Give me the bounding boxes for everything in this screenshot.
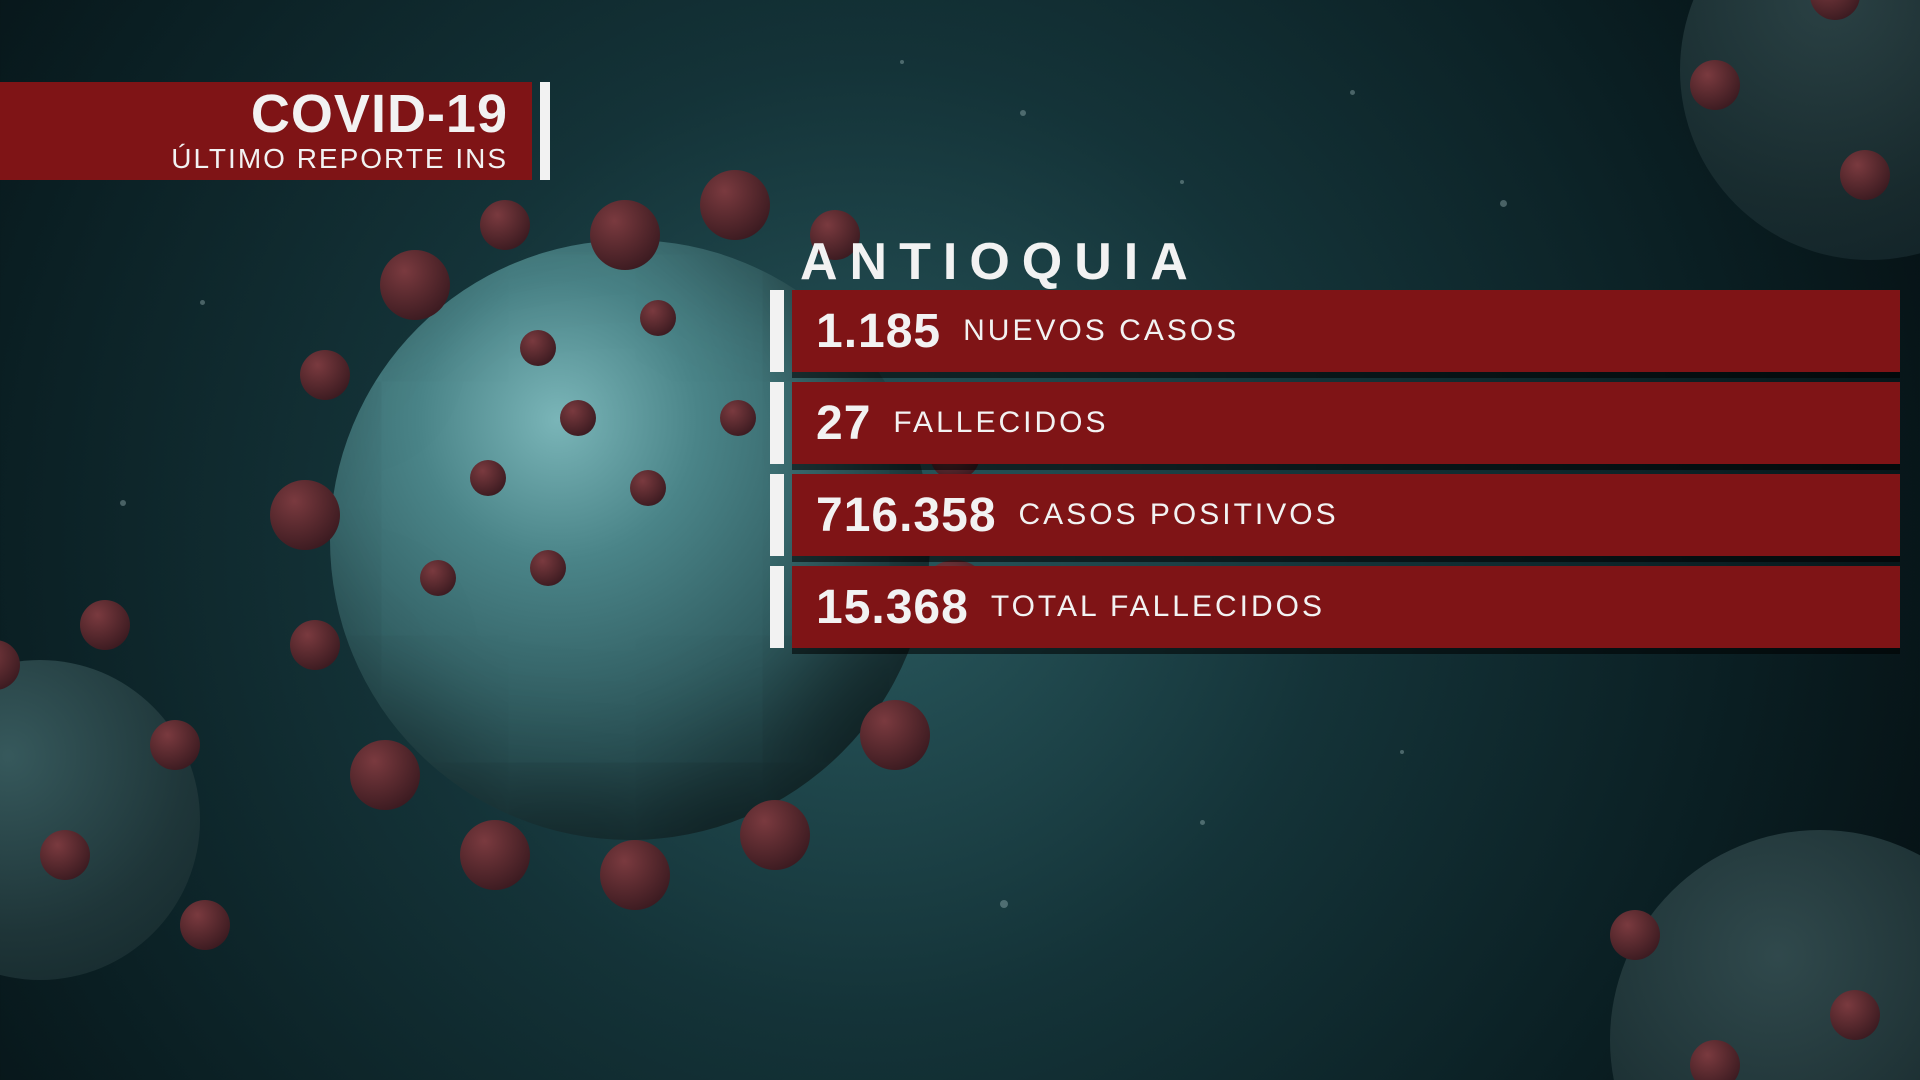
- region-title: ANTIOQUIA: [800, 232, 1200, 292]
- virus-bg-top-right: [1680, 0, 1920, 260]
- stat-accent-bar: [770, 474, 784, 556]
- stat-row: 27 FALLECIDOS: [770, 382, 1900, 464]
- stats-block: 1.185 NUEVOS CASOS 27 FALLECIDOS 716.358…: [770, 290, 1900, 658]
- stat-row: 1.185 NUEVOS CASOS: [770, 290, 1900, 372]
- stat-accent-bar: [770, 382, 784, 464]
- stat-body: 27 FALLECIDOS: [792, 382, 1900, 464]
- stat-value: 716.358: [816, 488, 997, 543]
- stat-value: 27: [816, 396, 871, 451]
- virus-bg-bottom-right: [1610, 830, 1920, 1080]
- stat-accent-bar: [770, 566, 784, 648]
- stat-row: 716.358 CASOS POSITIVOS: [770, 474, 1900, 556]
- stat-body: 1.185 NUEVOS CASOS: [792, 290, 1900, 372]
- stat-value: 1.185: [816, 304, 941, 359]
- virus-bg-bottom-left: [0, 660, 200, 980]
- stat-label: NUEVOS CASOS: [963, 314, 1239, 348]
- header-title: COVID-19: [251, 87, 508, 141]
- header-subtitle: ÚLTIMO REPORTE INS: [171, 143, 508, 175]
- header-accent-bar: [540, 82, 550, 180]
- stat-label: CASOS POSITIVOS: [1019, 498, 1339, 532]
- header-panel: COVID-19 ÚLTIMO REPORTE INS: [0, 82, 532, 180]
- stat-value: 15.368: [816, 580, 969, 635]
- stat-body: 716.358 CASOS POSITIVOS: [792, 474, 1900, 556]
- stat-accent-bar: [770, 290, 784, 372]
- stat-body: 15.368 TOTAL FALLECIDOS: [792, 566, 1900, 648]
- stat-label: TOTAL FALLECIDOS: [991, 590, 1325, 624]
- stat-row: 15.368 TOTAL FALLECIDOS: [770, 566, 1900, 648]
- stat-label: FALLECIDOS: [893, 406, 1108, 440]
